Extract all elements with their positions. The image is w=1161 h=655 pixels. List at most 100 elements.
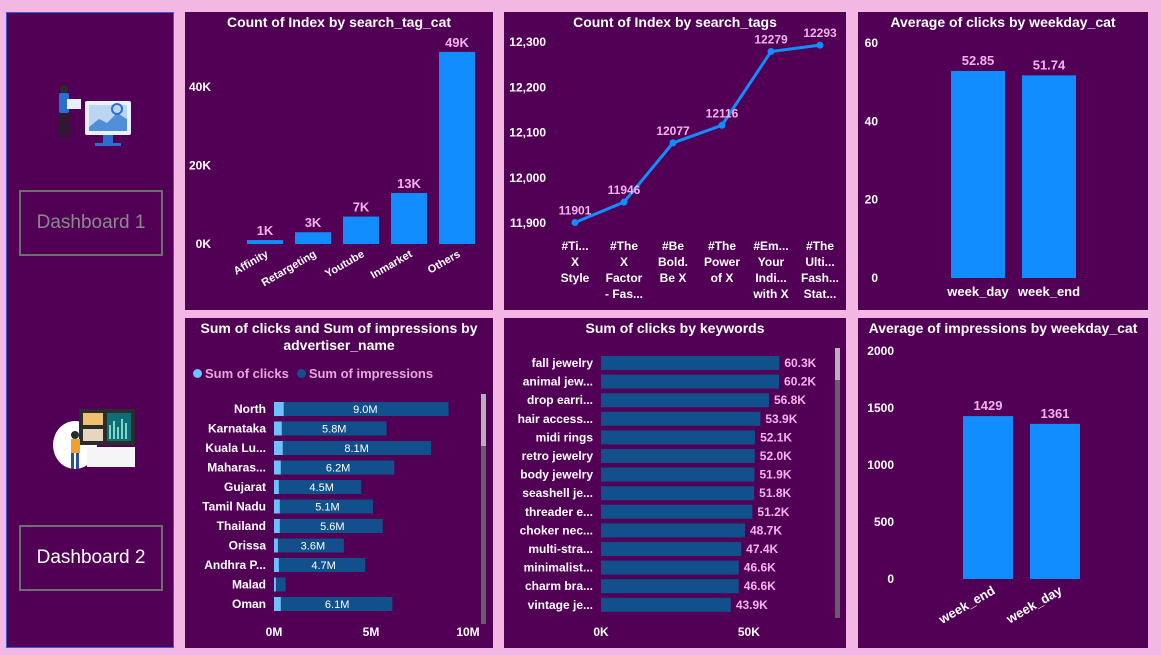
bar-clicks <box>274 519 280 533</box>
bar <box>391 193 427 244</box>
y-tick-label: 40K <box>189 80 211 94</box>
y-tick-label: animal jew... <box>523 375 593 389</box>
chart-title: Sum of clicks by keywords <box>585 320 765 336</box>
y-tick-label: Gujarat <box>224 480 266 494</box>
data-label: 51.9K <box>759 468 791 482</box>
y-tick-label: Kuala Lu... <box>205 441 266 455</box>
bar-impressions <box>274 519 383 533</box>
y-tick-label: vintage je... <box>528 598 593 612</box>
data-label: 3K <box>305 215 322 230</box>
bar <box>601 411 761 426</box>
bar-chart-avg-impressions: 0 500 1000 1500 2000 1429 week_end 1361 week_day <box>867 344 1080 627</box>
data-label: 43.9K <box>736 598 768 612</box>
data-label: 11946 <box>608 183 641 197</box>
legend-label: Sum of impressions <box>308 366 434 381</box>
bar-clicks <box>274 480 279 494</box>
y-tick-label: Andhra P... <box>204 558 266 572</box>
x-tick-label: #The <box>708 239 736 253</box>
legend-label: Sum of clicks <box>205 366 289 381</box>
data-point <box>669 139 677 147</box>
bar <box>601 356 780 370</box>
data-label: 52.1K <box>760 430 792 444</box>
y-tick-label: 500 <box>874 515 894 529</box>
bar-chart-advertiser: 0M 5M 10M North 9.0M Karnataka 5.8M Kuala Lu...… <box>202 402 480 639</box>
y-tick-label: Maharas... <box>207 461 266 475</box>
data-label: 1361 <box>1041 406 1070 421</box>
x-tick-label: 0K <box>593 625 609 639</box>
scrollbar[interactable] <box>835 348 840 618</box>
bar <box>439 51 475 244</box>
bar <box>601 393 769 408</box>
bar-impressions <box>274 441 432 455</box>
y-tick-label: hair access... <box>518 412 593 426</box>
y-tick-label: 1000 <box>867 458 894 472</box>
x-tick-label: Affinity <box>232 248 272 278</box>
data-label: 46.6K <box>744 579 776 593</box>
dashboard-2-button[interactable]: Dashboard 2 <box>19 525 163 591</box>
bar <box>963 416 1013 579</box>
bar-chart-avg-clicks: 0 20 40 60 52.85 week_day 51.74 week_end <box>865 36 1080 299</box>
bar-clicks <box>274 499 280 514</box>
bar <box>1030 423 1080 579</box>
bar-clicks <box>274 597 281 611</box>
y-tick-label: 0 <box>887 572 894 586</box>
data-point <box>571 219 579 227</box>
bar <box>295 232 331 244</box>
x-tick-label: #The <box>806 239 834 253</box>
bar-impressions <box>274 577 286 592</box>
chart-clicks-impressions-advertiser: Sum of clicks and Sum of impressions by … <box>185 318 493 648</box>
bar-clicks <box>274 441 283 455</box>
sidebar: Dashboard 1 Dashboard 2 <box>6 12 174 648</box>
chart-title: Average of impressions by weekday_cat <box>868 320 1138 336</box>
x-tick-label: of X <box>711 271 734 285</box>
chart-title: Count of Index by search_tags <box>573 14 777 30</box>
data-label: 9.0M <box>353 404 377 416</box>
scrollbar-thumb[interactable] <box>835 348 840 380</box>
data-label: 46.6K <box>744 561 776 575</box>
y-tick-label: retro jewelry <box>522 449 594 463</box>
data-label: 12077 <box>656 124 690 138</box>
x-tick-label: Ulti... <box>805 255 834 269</box>
y-tick-label: Orissa <box>229 539 267 553</box>
y-tick-label: 12,200 <box>509 80 546 94</box>
chart-title: Average of clicks by weekday_cat <box>890 14 1116 30</box>
bar <box>601 486 755 501</box>
bar-clicks <box>274 538 278 553</box>
legend-item-clicks[interactable]: Sum of clicks <box>193 366 289 381</box>
data-label: 51.2K <box>757 505 789 519</box>
legend-item-impressions[interactable]: Sum of impressions <box>296 366 434 381</box>
scrollbar[interactable] <box>481 394 486 624</box>
data-point <box>767 48 775 56</box>
x-tick-label: Fash... <box>801 271 839 285</box>
y-tick-label: 20 <box>865 193 879 207</box>
y-tick-label: body jewelry <box>520 468 593 482</box>
y-tick-label: Oman <box>232 597 266 611</box>
bar <box>601 504 753 519</box>
scrollbar-thumb[interactable] <box>481 394 486 446</box>
chart-title: Count of Index by search_tag_cat <box>226 14 452 30</box>
data-label: 5.8M <box>322 424 346 436</box>
bar-impressions <box>274 558 366 572</box>
data-label: 1K <box>257 223 274 238</box>
y-tick-label: 0 <box>871 271 878 285</box>
x-tick-label: 5M <box>363 625 380 639</box>
data-label: 49K <box>445 35 469 50</box>
y-tick-label: 2000 <box>867 344 894 358</box>
dashboard-1-button[interactable]: Dashboard 1 <box>19 190 163 256</box>
line-chart-search-tags: 11,900 12,000 12,100 12,200 12,300 11901 #Ti..… <box>509 26 839 301</box>
y-tick-label: 11,900 <box>510 216 546 230</box>
bar <box>601 430 756 445</box>
legend: Sum of clicks Sum of impressions <box>193 366 433 381</box>
bar <box>343 216 379 244</box>
bar-impressions <box>274 597 393 611</box>
bar <box>601 597 731 612</box>
y-tick-label: seashell je... <box>522 486 593 500</box>
x-tick-label: week_day <box>1003 582 1065 627</box>
bar-impressions <box>274 538 344 553</box>
data-label: 48.7K <box>750 523 782 537</box>
chart-title: Sum of clicks and Sum of impressions by … <box>185 318 493 354</box>
x-tick-label: with X <box>752 287 788 301</box>
y-tick-label: minimalist... <box>524 561 593 575</box>
data-label: 1429 <box>974 398 1003 413</box>
y-tick-label: 12,000 <box>509 171 546 185</box>
